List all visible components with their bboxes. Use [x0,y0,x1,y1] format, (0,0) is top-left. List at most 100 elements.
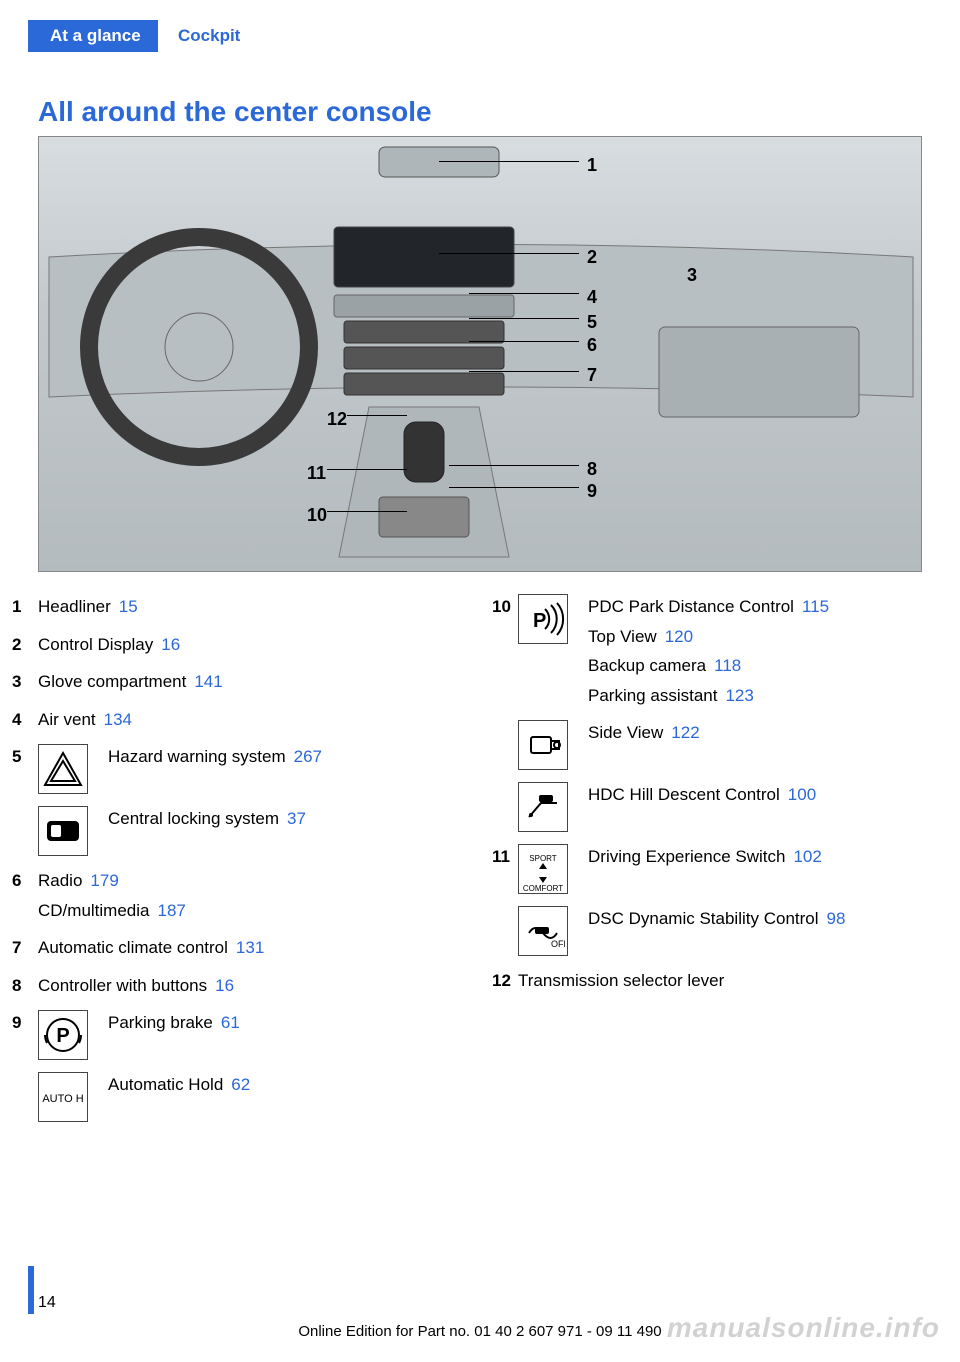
legend-label: DSC Dynamic Stability Control [588,909,819,928]
legend-text: Air vent134 [38,707,460,733]
page-reference[interactable]: 120 [665,627,693,646]
page-reference[interactable]: 122 [671,723,699,742]
callout-label: 5 [587,312,597,333]
legend-columns: 1Headliner152Control Display163Glove com… [0,594,960,1134]
callout-label: 4 [587,287,597,308]
legend-label: Driving Experience Switch [588,847,785,866]
legend-text: DSC Dynamic Stability Control 98 [588,906,940,932]
page-reference[interactable]: 100 [788,785,816,804]
svg-text:AUTO H: AUTO H [42,1093,83,1105]
page-reference[interactable]: 134 [104,710,132,729]
legend-label: Glove compartment [38,672,186,691]
legend-label: Automatic Hold [108,1075,223,1094]
callout-label: 2 [587,247,597,268]
legend-row: 8Controller with buttons16 [10,973,460,999]
legend-row: 10 P PDC Park Distance Control 115 Top View 1… [490,594,940,708]
legend-line: Parking brake 61 [108,1010,460,1036]
legend-text: Side View122 [588,720,940,746]
legend-label: Parking brake [108,1013,213,1032]
legend-line: Automatic Hold 62 [108,1072,460,1098]
page-reference[interactable]: 61 [221,1013,240,1032]
page-reference[interactable]: 141 [194,672,222,691]
legend-label: Headliner [38,597,111,616]
legend-label: Automatic climate control [38,938,228,957]
callout-leader [439,253,579,254]
callout-label: 3 [687,265,697,286]
legend-text: Automatic climate control 131 [38,935,460,961]
legend-line: HDC Hill Descent Control 100 [588,782,940,808]
page-reference[interactable]: 115 [802,597,829,616]
legend-line: Hazard warning system 267 [108,744,460,770]
legend-text: Controller with buttons16 [38,973,460,999]
legend-label: CD/multimedia [38,901,149,920]
page-reference[interactable]: 123 [725,686,753,705]
legend-row: HDC Hill Descent Control 100 [490,782,940,832]
legend-line: Glove compartment 141 [38,669,460,695]
page-reference[interactable]: 98 [827,909,846,928]
legend-label: HDC Hill Descent Control [588,785,780,804]
page-reference[interactable]: 131 [236,938,264,957]
page-reference[interactable]: 187 [157,901,185,920]
legend-number: 10 [490,594,518,620]
page-reference[interactable]: 62 [231,1075,250,1094]
legend-text: PDC Park Distance Control 115 Top View 120 B… [588,594,940,708]
legend-icon-cell: OFF [518,906,588,956]
page-reference[interactable]: 267 [294,747,322,766]
legend-right-column: 10 P PDC Park Distance Control 115 Top View 1… [480,594,960,1134]
legend-label: Hazard warning system [108,747,286,766]
legend-row: 7Automatic climate control131 [10,935,460,961]
callout-label: 12 [327,409,347,430]
legend-line: Control Display16 [38,632,460,658]
legend-line: Top View 120 [588,624,940,650]
svg-text:SPORT: SPORT [529,854,557,863]
legend-label: Top View [588,627,657,646]
page-reference[interactable]: 102 [793,847,821,866]
svg-text:OFF: OFF [551,939,565,949]
callout-leader [347,415,407,416]
page-reference[interactable]: 16 [161,635,180,654]
legend-line: DSC Dynamic Stability Control 98 [588,906,940,932]
legend-row: 9PParking brake61 [10,1010,460,1060]
dsc-icon: OFF [518,906,568,956]
legend-label: Backup camera [588,656,706,675]
callout-leader [469,318,579,319]
legend-line: Side View122 [588,720,940,746]
legend-icon-cell [38,806,108,856]
center-console-diagram: 123456789101112 [38,136,922,572]
callout-label: 1 [587,155,597,176]
autoh-icon: AUTO H [38,1072,88,1122]
page-reference[interactable]: 179 [90,871,118,890]
legend-label: Radio [38,871,82,890]
legend-number: 5 [10,744,38,770]
callout-label: 6 [587,335,597,356]
legend-line: CD/multimedia 187 [38,898,460,924]
legend-text: Parking brake 61 [108,1010,460,1036]
page-reference[interactable]: 16 [215,976,234,995]
hazard-icon [38,744,88,794]
legend-label: Central locking system [108,809,279,828]
legend-row: 12Transmission selector lever [490,968,940,994]
page-reference[interactable]: 15 [119,597,138,616]
page-reference[interactable]: 37 [287,809,306,828]
legend-label: PDC Park Distance Control [588,597,794,616]
legend-line: Backup camera 118 [588,653,940,679]
legend-row: 11SPORTCOMFORTDriving Experience Switch1… [490,844,940,894]
callout-label: 9 [587,481,597,502]
legend-line: Controller with buttons16 [38,973,460,999]
lock-icon [38,806,88,856]
svg-text:P: P [533,610,546,632]
legend-icon-cell: AUTO H [38,1072,108,1122]
legend-number: 4 [10,707,38,733]
legend-icon-cell: P [38,1010,108,1060]
legend-number: 12 [490,968,518,994]
legend-number: 6 [10,868,38,894]
legend-number: 3 [10,669,38,695]
page-reference[interactable]: 118 [714,656,741,675]
legend-row: 4Air vent134 [10,707,460,733]
legend-line: PDC Park Distance Control 115 [588,594,940,620]
callout-leader [449,465,579,466]
legend-number: 2 [10,632,38,658]
pdc-icon: P [518,594,568,644]
callout-leader [469,341,579,342]
legend-text: Automatic Hold 62 [108,1072,460,1098]
